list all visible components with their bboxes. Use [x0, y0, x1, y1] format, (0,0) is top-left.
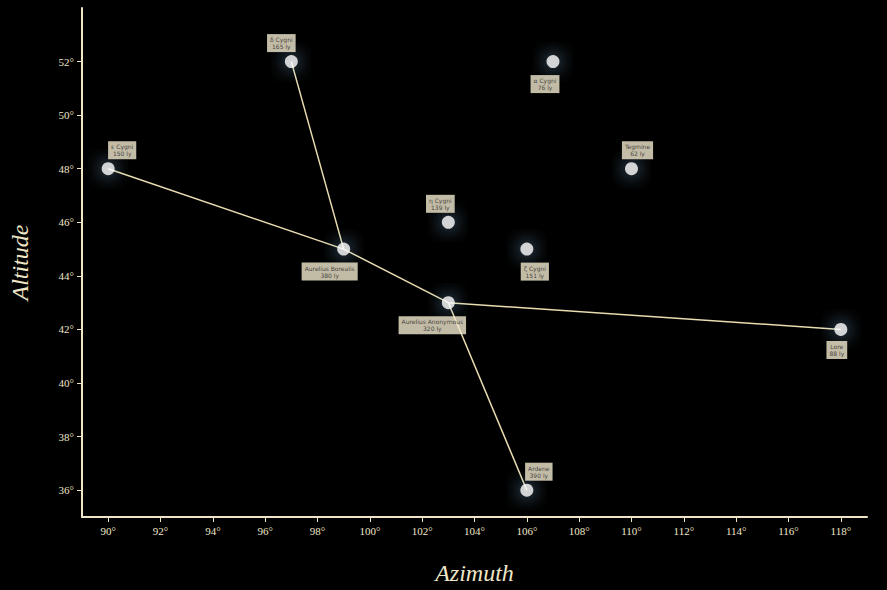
svg-text:92°: 92° — [153, 525, 168, 537]
svg-text:150 ly: 150 ly — [113, 150, 132, 158]
svg-text:390 ly: 390 ly — [530, 472, 549, 480]
svg-text:116°: 116° — [778, 525, 799, 537]
svg-text:η Cygni: η Cygni — [429, 196, 452, 204]
svg-text:76 ly: 76 ly — [538, 84, 553, 92]
svg-text:46°: 46° — [59, 216, 74, 228]
svg-text:380 ly: 380 ly — [320, 272, 339, 280]
svg-text:ε Cygni: ε Cygni — [111, 143, 134, 151]
svg-text:δ Cygni: δ Cygni — [270, 36, 293, 44]
svg-text:36°: 36° — [59, 484, 74, 496]
svg-text:106°: 106° — [516, 525, 537, 537]
svg-text:88 ly: 88 ly — [829, 350, 844, 358]
svg-text:α Cygni: α Cygni — [533, 77, 557, 85]
svg-text:104°: 104° — [464, 525, 485, 537]
svg-text:118°: 118° — [831, 525, 852, 537]
svg-text:ζ Cygni: ζ Cygni — [523, 264, 546, 272]
svg-text:90°: 90° — [100, 525, 115, 537]
svg-text:40°: 40° — [59, 377, 74, 389]
svg-text:44°: 44° — [59, 270, 74, 282]
svg-text:50°: 50° — [59, 109, 74, 121]
svg-text:102°: 102° — [412, 525, 433, 537]
svg-text:Lore: Lore — [830, 343, 843, 350]
svg-text:42°: 42° — [59, 323, 74, 335]
svg-text:98°: 98° — [310, 525, 325, 537]
svg-text:52°: 52° — [59, 56, 74, 68]
svg-text:Azimuth: Azimuth — [433, 560, 514, 586]
svg-text:62 ly: 62 ly — [630, 150, 645, 158]
svg-text:165 ly: 165 ly — [272, 43, 291, 51]
svg-text:Ardene: Ardene — [528, 465, 550, 472]
svg-text:94°: 94° — [205, 525, 220, 537]
svg-text:Altitude: Altitude — [7, 224, 33, 302]
svg-text:114°: 114° — [726, 525, 747, 537]
svg-text:38°: 38° — [59, 431, 74, 443]
svg-text:320 ly: 320 ly — [423, 325, 442, 333]
svg-text:112°: 112° — [674, 525, 695, 537]
svg-text:110°: 110° — [621, 525, 642, 537]
svg-text:139 ly: 139 ly — [431, 204, 450, 212]
svg-text:100°: 100° — [359, 525, 380, 537]
svg-text:48°: 48° — [59, 163, 74, 175]
svg-text:Aurelius Anonymous: Aurelius Anonymous — [401, 318, 464, 326]
svg-text:108°: 108° — [569, 525, 590, 537]
svg-text:151 ly: 151 ly — [526, 272, 545, 280]
svg-text:Tegmine: Tegmine — [624, 143, 651, 151]
svg-text:96°: 96° — [257, 525, 272, 537]
svg-text:Aurelius Borealis: Aurelius Borealis — [305, 265, 355, 272]
